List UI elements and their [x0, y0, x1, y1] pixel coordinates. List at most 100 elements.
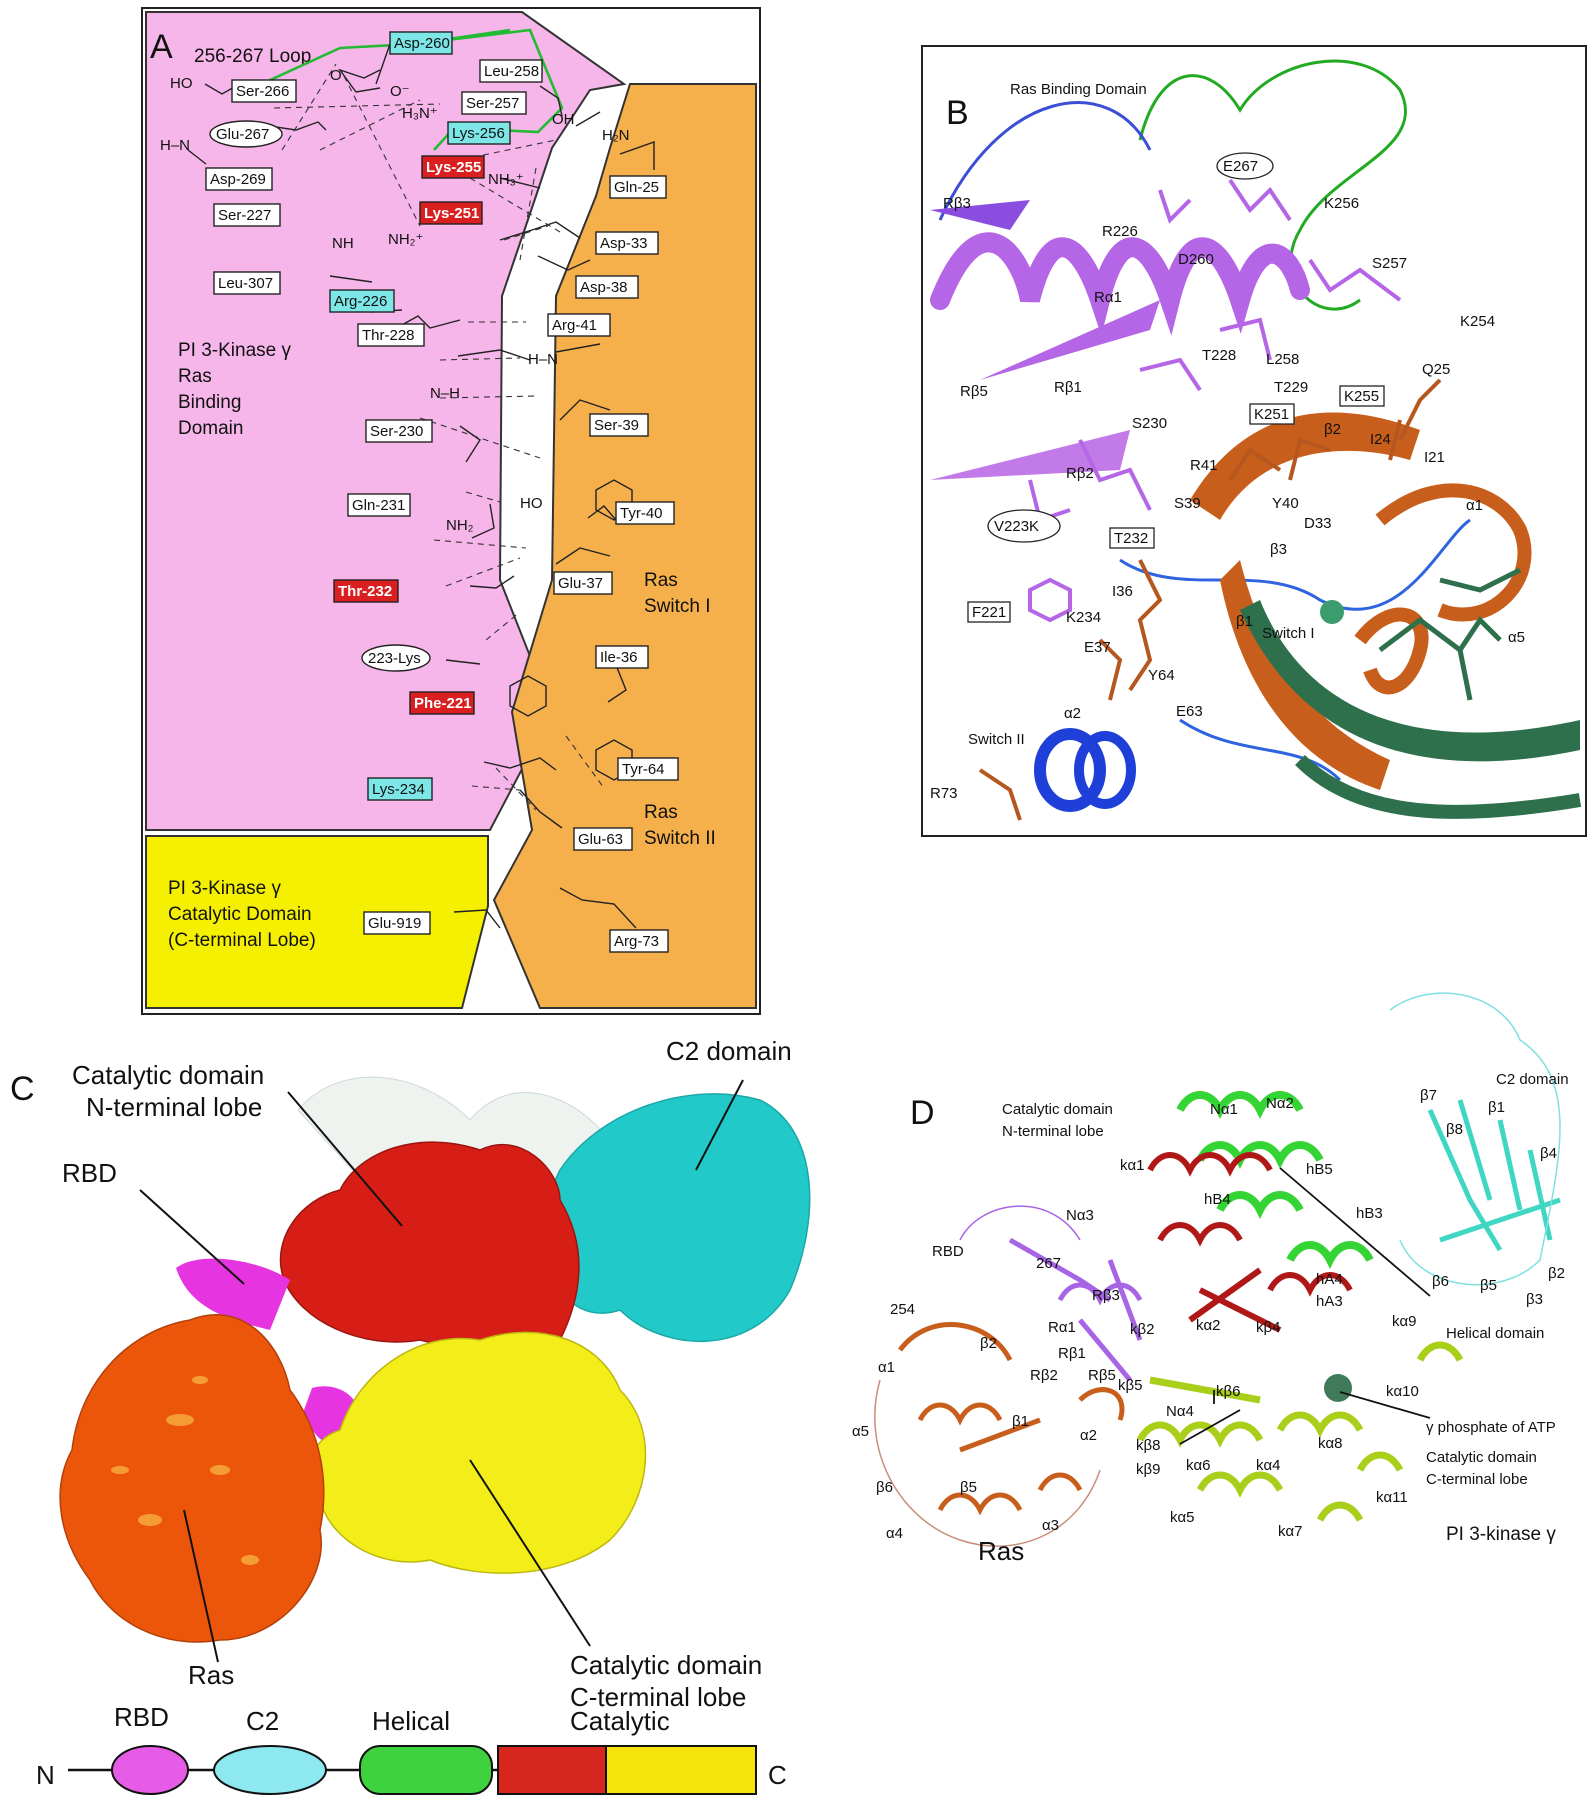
- svg-text:Rβ2: Rβ2: [1030, 1367, 1058, 1384]
- svg-text:(C-terminal Lobe): (C-terminal Lobe): [168, 930, 316, 951]
- svg-text:Glu-63: Glu-63: [578, 831, 623, 848]
- svg-text:254: 254: [890, 1301, 915, 1318]
- svg-text:β6: β6: [1432, 1273, 1449, 1290]
- svg-text:Ile-36: Ile-36: [600, 649, 638, 666]
- svg-text:kβ8: kβ8: [1136, 1437, 1160, 1454]
- svg-text:Catalytic domain: Catalytic domain: [1002, 1101, 1113, 1118]
- svg-text:Glu-267: Glu-267: [216, 126, 269, 143]
- svg-text:α2: α2: [1064, 705, 1081, 722]
- svg-text:N–H: N–H: [430, 385, 460, 402]
- svg-text:Rβ5: Rβ5: [960, 383, 988, 400]
- svg-text:β2: β2: [1548, 1265, 1565, 1282]
- svg-text:kβ5: kβ5: [1118, 1377, 1142, 1394]
- residue-labels: Ser-266 Asp-260 Leu-258 Ser-257 Glu-267 …: [205, 31, 679, 953]
- svg-text:H₃N⁺: H₃N⁺: [402, 105, 438, 122]
- svg-text:Nα1: Nα1: [1210, 1101, 1238, 1118]
- svg-text:E37: E37: [1084, 639, 1111, 656]
- svg-text:Gln-25: Gln-25: [614, 179, 659, 196]
- svg-text:H–N: H–N: [160, 137, 190, 154]
- panel-a-letter: A: [150, 28, 173, 66]
- svg-text:Asp-269: Asp-269: [210, 171, 266, 188]
- svg-text:Lys-234: Lys-234: [372, 781, 425, 798]
- svg-text:Rβ2: Rβ2: [1066, 465, 1094, 482]
- loop-title: 256-267 Loop: [194, 46, 311, 67]
- svg-text:kβ9: kβ9: [1136, 1461, 1160, 1478]
- svg-text:C-terminal lobe: C-terminal lobe: [570, 1682, 746, 1712]
- svg-text:K256: K256: [1324, 195, 1359, 212]
- svg-text:Ser-257: Ser-257: [466, 95, 519, 112]
- svg-text:223-Lys: 223-Lys: [368, 650, 421, 667]
- svg-text:hB4: hB4: [1204, 1191, 1231, 1208]
- svg-text:kα11: kα11: [1376, 1489, 1408, 1506]
- svg-text:α1: α1: [878, 1359, 895, 1376]
- svg-text:V223K: V223K: [994, 518, 1039, 535]
- domain-bar: N C RBD C2 Helical Catalytic: [36, 1702, 787, 1795]
- bar-helical: [359, 1745, 493, 1795]
- svg-text:B: B: [946, 94, 969, 132]
- svg-text:Arg-41: Arg-41: [552, 317, 597, 334]
- svg-text:β8: β8: [1446, 1121, 1463, 1138]
- svg-text:kβ6: kβ6: [1216, 1383, 1240, 1400]
- region-labels: PI 3-Kinase γ Ras Binding Domain Ras Swi…: [168, 340, 716, 951]
- svg-text:E267: E267: [1223, 158, 1258, 175]
- svg-text:hB3: hB3: [1356, 1205, 1383, 1222]
- d-nlobe-ribbon: [1147, 1152, 1353, 1333]
- svg-text:Switch II: Switch II: [644, 828, 716, 849]
- svg-text:S39: S39: [1174, 495, 1201, 512]
- svg-text:β5: β5: [1480, 1277, 1497, 1294]
- svg-text:Binding: Binding: [178, 392, 241, 413]
- svg-text:Asp-38: Asp-38: [580, 279, 628, 296]
- svg-text:kβ2: kβ2: [1130, 1321, 1154, 1338]
- svg-text:β2: β2: [980, 1335, 997, 1352]
- svg-text:Glu-37: Glu-37: [558, 575, 603, 592]
- d-rbd-ribbon: [1008, 1237, 1143, 1382]
- svg-text:β2: β2: [1324, 421, 1341, 438]
- d-helical-ribbon: [1176, 1091, 1374, 1269]
- svg-text:kα7: kα7: [1278, 1523, 1303, 1540]
- svg-text:α5: α5: [852, 1423, 869, 1440]
- svg-text:T228: T228: [1202, 347, 1236, 364]
- atp-sphere: [1324, 1374, 1352, 1402]
- phe221-ring: [509, 675, 547, 717]
- clobe-surface: [309, 1331, 647, 1574]
- bar-catalytic-n: [497, 1745, 607, 1795]
- svg-text:K234: K234: [1066, 609, 1101, 626]
- svg-text:Thr-232: Thr-232: [338, 583, 392, 600]
- svg-text:Lys-255: Lys-255: [426, 159, 481, 176]
- svg-text:α2: α2: [1080, 1427, 1097, 1444]
- svg-text:C2 domain: C2 domain: [1496, 1071, 1569, 1088]
- svg-text:Rβ1: Rβ1: [1054, 379, 1082, 396]
- svg-text:Tyr-40: Tyr-40: [620, 505, 663, 522]
- svg-text:O: O: [330, 67, 342, 84]
- ras-surface: [59, 1314, 325, 1643]
- svg-text:kα8: kα8: [1318, 1435, 1343, 1452]
- svg-text:β4: β4: [1540, 1145, 1557, 1162]
- svg-text:Ras: Ras: [644, 570, 678, 591]
- svg-text:β7: β7: [1420, 1087, 1437, 1104]
- svg-text:Leu-307: Leu-307: [218, 275, 273, 292]
- svg-text:D260: D260: [1178, 251, 1214, 268]
- svg-text:RBD: RBD: [62, 1158, 117, 1188]
- svg-text:Lys-251: Lys-251: [424, 205, 479, 222]
- panel-a: A 256-267 Loop: [141, 7, 761, 1015]
- svg-text:E63: E63: [1176, 703, 1203, 720]
- svg-text:Rβ1: Rβ1: [1058, 1345, 1086, 1362]
- svg-text:Q25: Q25: [1422, 361, 1450, 378]
- svg-text:N-terminal lobe: N-terminal lobe: [1002, 1123, 1104, 1140]
- svg-text:hA4: hA4: [1316, 1271, 1343, 1288]
- svg-text:PI 3-Kinase γ: PI 3-Kinase γ: [178, 340, 291, 361]
- svg-text:kα2: kα2: [1196, 1317, 1221, 1334]
- svg-text:α1: α1: [1466, 497, 1483, 514]
- svg-text:kα6: kα6: [1186, 1457, 1211, 1474]
- svg-text:PI 3-Kinase γ: PI 3-Kinase γ: [168, 878, 281, 899]
- catalytic-region: [145, 835, 489, 1009]
- svg-text:α4: α4: [886, 1525, 903, 1542]
- svg-text:Rβ3: Rβ3: [943, 195, 971, 212]
- bar-label-c2: C2: [246, 1706, 279, 1736]
- svg-text:Ras: Ras: [644, 802, 678, 823]
- svg-text:Y64: Y64: [1148, 667, 1175, 684]
- svg-text:Domain: Domain: [178, 418, 243, 439]
- svg-text:Ras: Ras: [178, 366, 212, 387]
- svg-text:H₂N: H₂N: [602, 127, 630, 144]
